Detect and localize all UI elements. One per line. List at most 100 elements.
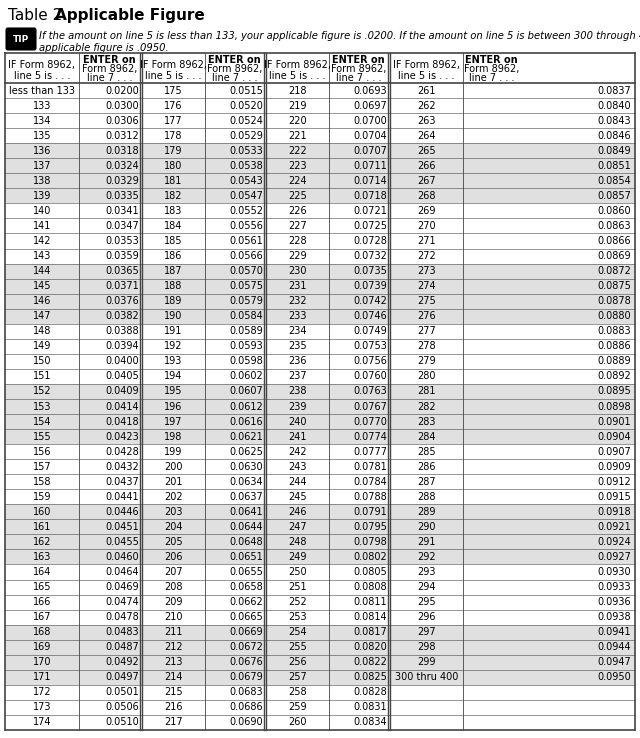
Text: 0.0817: 0.0817 [353, 627, 387, 637]
Text: 0.0907: 0.0907 [597, 446, 631, 457]
Text: 142: 142 [33, 236, 51, 246]
Text: 204: 204 [164, 522, 183, 532]
Text: 0.0376: 0.0376 [105, 296, 139, 306]
Text: 0.0774: 0.0774 [353, 432, 387, 441]
Text: 233: 233 [288, 311, 307, 321]
Text: 146: 146 [33, 296, 51, 306]
Text: 159: 159 [33, 492, 51, 502]
Text: 0.0828: 0.0828 [353, 687, 387, 697]
Text: 151: 151 [33, 371, 51, 382]
Text: 0.0770: 0.0770 [353, 416, 387, 427]
Text: 0.0388: 0.0388 [106, 326, 139, 337]
Text: 0.0616: 0.0616 [229, 416, 263, 427]
Text: 178: 178 [164, 131, 183, 141]
Text: 0.0808: 0.0808 [353, 582, 387, 592]
Text: 238: 238 [288, 387, 307, 396]
Text: 237: 237 [288, 371, 307, 382]
Text: 272: 272 [417, 251, 436, 261]
Text: 136: 136 [33, 145, 51, 156]
Text: 208: 208 [164, 582, 183, 592]
Text: 0.0533: 0.0533 [229, 145, 263, 156]
Text: 0.0784: 0.0784 [353, 477, 387, 487]
Text: 285: 285 [417, 446, 436, 457]
Text: 163: 163 [33, 552, 51, 562]
Text: 0.0437: 0.0437 [105, 477, 139, 487]
Bar [5, 414, 635, 429]
Text: 0.0936: 0.0936 [597, 597, 631, 607]
Text: applicable figure is .0950.: applicable figure is .0950. [39, 43, 168, 53]
Text: 0.0930: 0.0930 [597, 567, 631, 577]
Text: 191: 191 [164, 326, 182, 337]
Text: 187: 187 [164, 266, 183, 276]
Text: IF Form 8962,: IF Form 8962, [140, 60, 207, 70]
Text: 0.0746: 0.0746 [353, 311, 387, 321]
Bar [5, 188, 635, 204]
Text: 166: 166 [33, 597, 51, 607]
Text: 0.0409: 0.0409 [106, 387, 139, 396]
Bar [5, 429, 635, 444]
Text: 0.0641: 0.0641 [229, 507, 263, 517]
Text: 276: 276 [417, 311, 436, 321]
Text: 221: 221 [288, 131, 307, 141]
Text: 0.0872: 0.0872 [597, 266, 631, 276]
Text: 0.0579: 0.0579 [229, 296, 263, 306]
Text: 0.0802: 0.0802 [353, 552, 387, 562]
Text: 0.0300: 0.0300 [106, 100, 139, 111]
Text: TIP: TIP [13, 35, 29, 44]
Text: 242: 242 [288, 446, 307, 457]
Text: line 7 . . .: line 7 . . . [212, 73, 257, 83]
Bar [5, 158, 635, 173]
Text: 296: 296 [417, 612, 436, 622]
Text: 200: 200 [164, 462, 183, 472]
Text: 0.0428: 0.0428 [105, 446, 139, 457]
Text: 286: 286 [417, 462, 436, 472]
Text: 193: 193 [164, 356, 182, 366]
Bar [5, 534, 635, 550]
Text: 189: 189 [164, 296, 182, 306]
Text: 211: 211 [164, 627, 183, 637]
Text: Form 8962,: Form 8962, [464, 64, 519, 74]
Text: IF Form 8962,: IF Form 8962, [264, 60, 331, 70]
Text: 162: 162 [33, 537, 51, 547]
Text: 294: 294 [417, 582, 436, 592]
Text: 0.0721: 0.0721 [353, 206, 387, 216]
Text: 0.0693: 0.0693 [353, 86, 387, 95]
Text: 134: 134 [33, 116, 51, 125]
Text: 0.0846: 0.0846 [597, 131, 631, 141]
Text: 168: 168 [33, 627, 51, 637]
Text: 181: 181 [164, 176, 182, 186]
Text: 0.0749: 0.0749 [353, 326, 387, 337]
Text: 0.0394: 0.0394 [106, 341, 139, 351]
Text: 239: 239 [288, 401, 307, 412]
Text: 0.0529: 0.0529 [229, 131, 263, 141]
Text: 0.0898: 0.0898 [597, 401, 631, 412]
Text: 0.0634: 0.0634 [229, 477, 263, 487]
Text: 212: 212 [164, 642, 183, 652]
Text: 145: 145 [33, 281, 51, 291]
Text: 0.0353: 0.0353 [105, 236, 139, 246]
Text: 139: 139 [33, 191, 51, 201]
Text: IF Form 8962,: IF Form 8962, [393, 60, 460, 70]
Text: 0.0875: 0.0875 [597, 281, 631, 291]
Text: 0.0863: 0.0863 [597, 221, 631, 231]
Text: 177: 177 [164, 116, 183, 125]
Text: 0.0418: 0.0418 [106, 416, 139, 427]
Text: 167: 167 [33, 612, 51, 622]
Text: 194: 194 [164, 371, 182, 382]
Text: line 7 . . .: line 7 . . . [87, 73, 132, 83]
Text: 0.0718: 0.0718 [353, 191, 387, 201]
Text: Form 8962,: Form 8962, [207, 64, 262, 74]
Text: line 5 is . . .: line 5 is . . . [13, 71, 70, 81]
Text: 270: 270 [417, 221, 436, 231]
Text: 0.0760: 0.0760 [353, 371, 387, 382]
Text: 277: 277 [417, 326, 436, 337]
Text: 135: 135 [33, 131, 51, 141]
Bar [5, 294, 635, 308]
Text: 179: 179 [164, 145, 183, 156]
Text: 0.0944: 0.0944 [597, 642, 631, 652]
Text: 183: 183 [164, 206, 182, 216]
Text: 0.0825: 0.0825 [353, 672, 387, 683]
Text: 300 thru 400: 300 thru 400 [395, 672, 458, 683]
Text: 184: 184 [164, 221, 182, 231]
Text: 0.0561: 0.0561 [229, 236, 263, 246]
